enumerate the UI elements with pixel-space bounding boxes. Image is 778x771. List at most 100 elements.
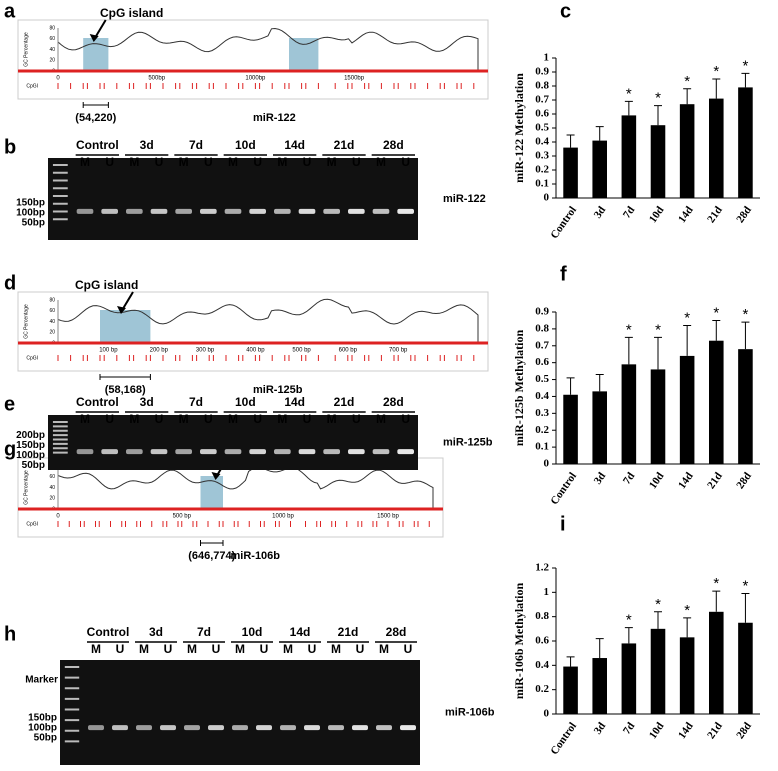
gc-axis-label: GC Percentage — [23, 470, 29, 505]
ladder-band — [52, 438, 68, 441]
gc-tick-label: 20 — [49, 330, 55, 336]
dna-band — [136, 725, 152, 731]
error-bar — [595, 373, 604, 392]
panel-letter: c — [560, 0, 571, 22]
error-bar — [595, 126, 604, 141]
cpg-island-region — [83, 38, 109, 71]
well-label: U — [105, 155, 114, 169]
gel-image — [48, 158, 418, 240]
x-tick-label: 14d — [676, 720, 696, 741]
cpg-row-label: CpGI — [26, 355, 38, 361]
range-bracket — [99, 374, 151, 380]
island-label: CpG island — [75, 278, 138, 292]
ladder-band — [52, 447, 68, 450]
x-tick-label: 10d — [647, 204, 667, 225]
group-label: Control — [87, 625, 130, 639]
well-label: M — [277, 155, 287, 169]
x-tick-label: 7d — [621, 470, 637, 486]
bar — [709, 98, 724, 198]
gc-tick-label: 60 — [49, 308, 55, 314]
dna-band — [224, 449, 242, 455]
dna-band — [372, 449, 390, 455]
ladder-band — [52, 210, 68, 213]
group-label: 14d — [290, 625, 311, 639]
dna-band — [208, 725, 224, 731]
well-label: U — [308, 642, 317, 656]
well-label: M — [129, 155, 139, 169]
x-tick-label: 500 bp — [173, 514, 192, 520]
arrow-head — [117, 306, 126, 314]
panel-letter: g — [4, 438, 16, 460]
dna-band — [224, 208, 242, 214]
gc-tick-label: 20 — [49, 58, 55, 64]
y-tick-label: 0.7 — [535, 339, 549, 351]
x-tick-label: 28d — [734, 470, 754, 491]
ladder-band — [52, 202, 68, 205]
panel-letter: i — [560, 513, 566, 535]
ladder-band — [64, 687, 80, 690]
ladder-band — [52, 451, 68, 454]
dna-band — [348, 208, 365, 214]
significance-marker: * — [743, 57, 749, 74]
well-label: M — [80, 155, 90, 169]
y-tick-label: 0.3 — [535, 150, 549, 162]
gc-tick-label: 20 — [49, 496, 55, 502]
dna-band — [323, 208, 340, 214]
x-tick-label: 500 bp — [292, 348, 311, 354]
y-axis-label: miR-122 Methylation — [512, 73, 526, 183]
error-bar — [683, 617, 692, 638]
y-tick-label: 0 — [544, 458, 550, 470]
well-label: M — [376, 412, 386, 426]
bar — [679, 637, 695, 714]
dna-band — [397, 208, 414, 214]
y-tick-label: 0 — [544, 192, 550, 204]
size-label: 100bp — [16, 208, 45, 219]
size-label: 100bp — [16, 450, 45, 461]
x-tick-label: 1500 bp — [377, 514, 399, 520]
gc-curve — [57, 466, 434, 509]
group-label: 7d — [197, 625, 211, 639]
gc-tick-label: 40 — [49, 319, 55, 325]
gel-image — [48, 415, 418, 470]
dna-band — [249, 208, 266, 214]
gene-label: miR-106b — [445, 706, 495, 718]
significance-marker: * — [743, 578, 749, 595]
gel-image — [60, 660, 420, 765]
x-tick-label: 10d — [647, 720, 667, 741]
x-tick-label: 10d — [647, 470, 667, 491]
well-label: U — [401, 155, 410, 169]
error-bar — [654, 336, 662, 370]
dna-band — [348, 449, 365, 455]
bar — [709, 611, 724, 714]
significance-marker: * — [684, 309, 690, 326]
dna-band — [304, 725, 320, 731]
error-bar — [624, 100, 633, 116]
gc-tick-label: 80 — [49, 297, 55, 303]
dna-band — [323, 449, 340, 455]
range-label: (58,168) — [105, 384, 146, 396]
group-label: 10d — [235, 138, 256, 152]
dna-band — [150, 449, 168, 455]
group-label: 3d — [149, 625, 163, 639]
error-bar — [566, 656, 575, 667]
well-label: U — [404, 642, 413, 656]
dna-band — [256, 725, 272, 731]
arrow-head — [89, 34, 99, 42]
x-tick-label: 200 bp — [150, 348, 169, 354]
panel-letter: a — [4, 0, 16, 22]
well-label: U — [155, 412, 164, 426]
x-tick-label: 21d — [705, 720, 725, 741]
well-label: U — [212, 642, 221, 656]
panel-letter: e — [4, 393, 15, 415]
well-label: M — [283, 642, 293, 656]
well-label: U — [204, 412, 213, 426]
significance-marker: * — [713, 575, 719, 592]
cpg-island-region — [100, 310, 151, 343]
x-tick-label: Control — [548, 720, 579, 757]
dna-band — [232, 725, 248, 731]
ladder-band — [52, 425, 68, 428]
gc-axis-label: GC Percentage — [23, 32, 29, 67]
dna-band — [150, 208, 168, 214]
group-label: 7d — [189, 395, 203, 409]
x-tick-label: 400 bp — [246, 348, 265, 354]
